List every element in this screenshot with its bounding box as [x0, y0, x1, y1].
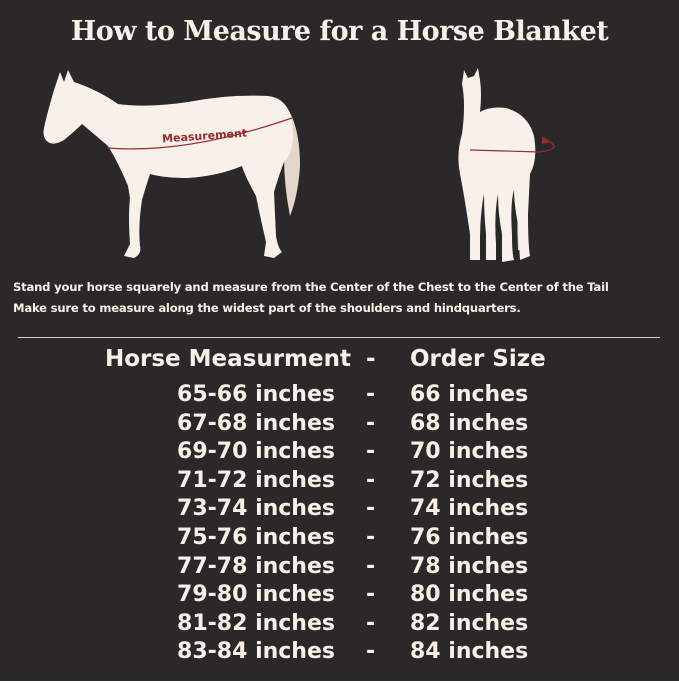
instruction-line-1: Stand your horse squarely and measure fr…	[13, 280, 609, 294]
measurement-cell: 75-76 inches	[177, 525, 335, 550]
order-size-cell: 68 inches	[410, 410, 529, 436]
separator-cell: -	[366, 382, 376, 407]
table-row: 75-76 inches - 76 inches	[0, 525, 679, 553]
header-measurement: Horse Measurment	[104, 346, 351, 372]
front-horse-illustration	[458, 68, 555, 262]
arrow-icon	[542, 136, 550, 144]
side-horse-illustration: Measurement	[43, 70, 300, 258]
separator-cell: -	[366, 610, 376, 636]
table-row: 81-82 inches - 82 inches	[0, 611, 679, 639]
measurement-cell: 69-70 inches	[177, 439, 335, 465]
separator-cell: -	[366, 467, 376, 493]
separator-cell: -	[366, 439, 376, 465]
measurement-cell: 65-66 inches	[177, 382, 335, 407]
front-measure-line	[469, 139, 555, 153]
order-size-cell: 74 inches	[410, 496, 529, 522]
divider	[18, 337, 660, 338]
table-row: 77-78 inches - 78 inches	[0, 554, 679, 582]
order-size-cell: 82 inches	[410, 610, 529, 636]
separator-cell: -	[366, 639, 376, 665]
table-row: 79-80 inches - 80 inches	[0, 582, 679, 610]
instruction-line-2: Make sure to measure along the widest pa…	[13, 301, 521, 315]
measurement-cell: 71-72 inches	[177, 467, 335, 493]
table-row: 67-68 inches - 68 inches	[0, 411, 679, 439]
order-size-cell: 84 inches	[410, 639, 529, 665]
order-size-cell: 72 inches	[410, 467, 529, 493]
separator-cell: -	[366, 525, 376, 550]
table-row: 73-74 inches - 74 inches	[0, 496, 679, 524]
table-header: Horse Measurment - Order Size	[0, 346, 679, 374]
measurement-cell: 67-68 inches	[177, 410, 335, 436]
order-size-cell: 80 inches	[410, 582, 529, 608]
order-size-cell: 70 inches	[410, 439, 529, 465]
order-size-cell: 66 inches	[410, 382, 529, 407]
measurement-cell: 77-78 inches	[177, 553, 335, 579]
table-row: 83-84 inches - 84 inches	[0, 639, 679, 667]
separator-cell: -	[366, 553, 376, 579]
separator-cell: -	[366, 410, 376, 436]
measurement-cell: 73-74 inches	[177, 496, 335, 522]
table-row: 65-66 inches - 66 inches	[0, 382, 679, 410]
separator-cell: -	[366, 582, 376, 608]
girth-measure-line	[107, 117, 293, 150]
order-size-cell: 78 inches	[410, 553, 529, 579]
measurement-label: Measurement	[162, 127, 248, 146]
measurement-cell: 83-84 inches	[177, 639, 335, 665]
measurement-cell: 81-82 inches	[177, 610, 335, 636]
order-size-cell: 76 inches	[410, 525, 529, 550]
header-order-size: Order Size	[410, 346, 546, 372]
header-separator: -	[366, 346, 376, 372]
table-row: 71-72 inches - 72 inches	[0, 468, 679, 496]
side-horse-body	[43, 70, 293, 258]
page-title: How to Measure for a Horse Blanket	[70, 16, 609, 47]
separator-cell: -	[366, 496, 376, 522]
measurement-cell: 79-80 inches	[177, 582, 335, 608]
front-horse-body	[458, 68, 536, 262]
table-row: 69-70 inches - 70 inches	[0, 439, 679, 467]
